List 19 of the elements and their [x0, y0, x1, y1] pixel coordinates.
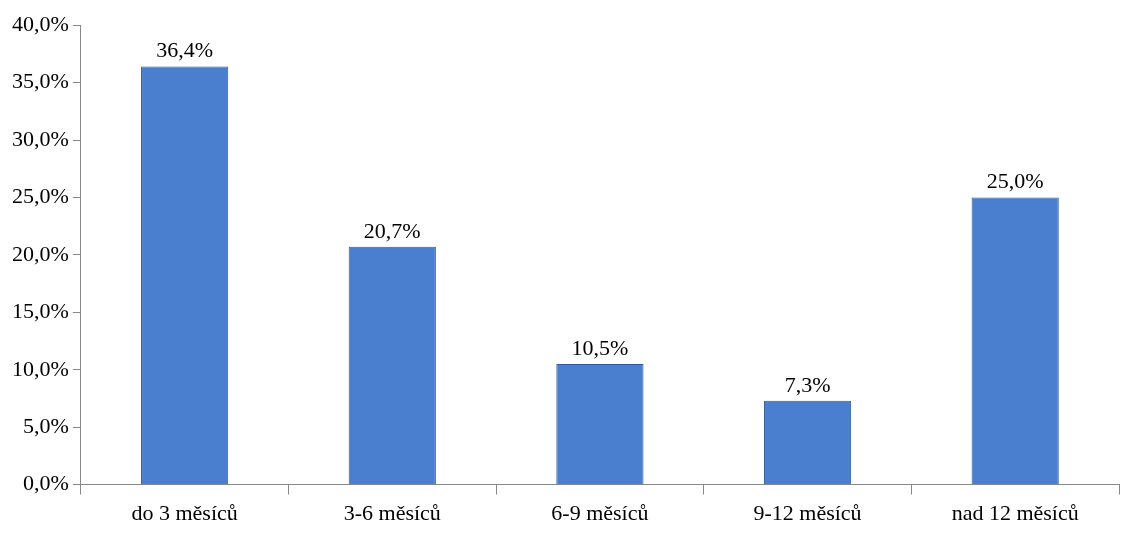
data-label: 25,0% [986, 168, 1044, 194]
y-tick-label: 25,0% [12, 183, 69, 209]
data-label: 36,4% [156, 37, 214, 63]
y-tick-label: 5,0% [23, 412, 69, 438]
y-tick-label: 15,0% [12, 298, 69, 324]
y-tick-label: 30,0% [12, 125, 69, 151]
x-tick-label: 3-6 měsíců [343, 499, 441, 525]
data-label: 20,7% [363, 217, 421, 243]
x-tick-label: 6-9 měsíců [551, 499, 649, 525]
x-tick-label: do 3 měsíců [131, 499, 238, 525]
y-tick-label: 0,0% [23, 470, 69, 496]
data-label: 7,3% [784, 371, 831, 397]
y-tick-label: 35,0% [12, 68, 69, 94]
x-tick-label: nad 12 měsíců [951, 499, 1079, 525]
data-label: 10,5% [571, 334, 629, 360]
y-tick-label: 10,0% [12, 355, 69, 381]
x-tick-label: 9-12 měsíců [753, 499, 862, 525]
y-tick-label: 20,0% [12, 240, 69, 266]
y-tick-label: 40,0% [12, 10, 69, 36]
